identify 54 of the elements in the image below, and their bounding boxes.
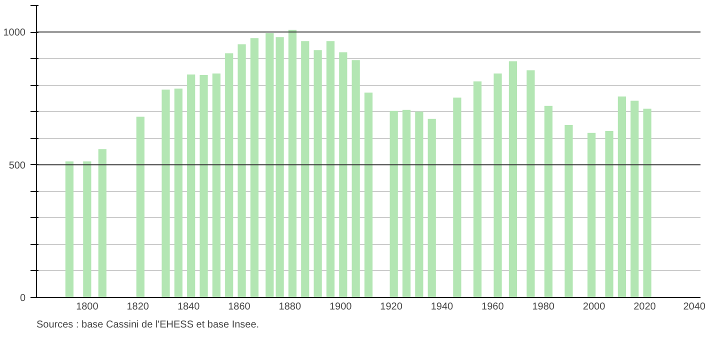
bar	[643, 108, 652, 298]
x-tick-label: 1900	[330, 302, 352, 312]
bar	[162, 90, 170, 298]
bar	[301, 41, 310, 298]
bar	[225, 53, 234, 298]
bar	[544, 106, 552, 298]
x-tick-label: 1960	[482, 302, 504, 312]
bar	[65, 161, 74, 298]
x-tick-label: 1860	[228, 302, 251, 312]
x-tick-label: 1820	[126, 302, 150, 312]
bar	[473, 81, 482, 298]
bar	[98, 149, 106, 298]
bar	[187, 74, 196, 298]
x-tick-label: 2020	[634, 302, 656, 312]
bar	[136, 116, 144, 298]
bar	[276, 37, 284, 298]
y-tick-label: 1000	[3, 28, 26, 39]
bar	[453, 98, 462, 298]
bar	[526, 70, 535, 298]
bar	[587, 132, 596, 298]
bar	[564, 124, 573, 298]
bar	[352, 60, 360, 298]
bar	[364, 92, 373, 298]
bar	[326, 41, 335, 298]
bar	[266, 33, 274, 298]
source-note: Sources : base Cassini de l'EHESS et base Insee.	[36, 320, 260, 330]
bar	[390, 110, 398, 298]
bar	[415, 112, 424, 298]
x-tick-label: 1880	[278, 302, 302, 312]
bar	[428, 118, 436, 298]
bar	[314, 50, 322, 298]
bar	[339, 52, 348, 298]
bar	[402, 110, 411, 298]
y-tick-label: 0	[20, 293, 26, 304]
x-tick-label: 1800	[76, 302, 99, 312]
x-tick-label: 1840	[177, 302, 200, 312]
x-tick-label: 1920	[380, 302, 403, 312]
bar	[630, 100, 639, 298]
bar	[212, 73, 220, 298]
bar	[494, 73, 502, 298]
x-tick-label: 2000	[582, 302, 606, 312]
bar	[288, 30, 297, 298]
bar	[605, 131, 614, 298]
bar	[618, 96, 626, 298]
bar	[200, 75, 208, 298]
x-tick-label: 1980	[532, 302, 555, 312]
bar	[238, 44, 246, 298]
bar	[250, 38, 259, 298]
x-tick-label: 2040	[683, 302, 706, 312]
bar	[508, 61, 518, 298]
bar	[83, 161, 92, 298]
y-tick-label: 500	[8, 160, 26, 172]
x-tick-label: 1940	[430, 302, 454, 312]
bar	[174, 88, 182, 298]
